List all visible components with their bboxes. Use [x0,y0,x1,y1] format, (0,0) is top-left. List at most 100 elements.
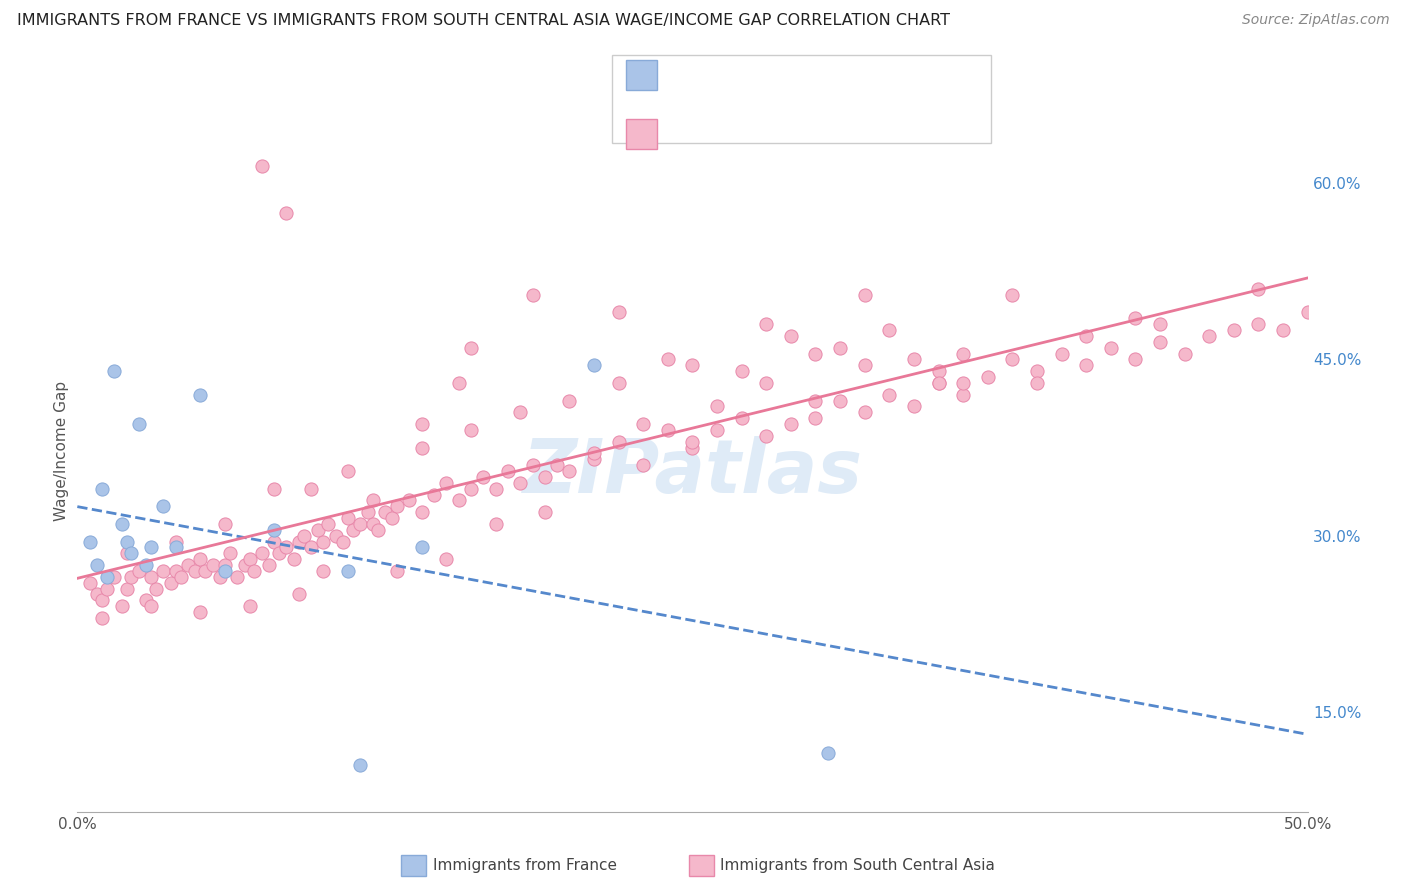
Point [830,393,852,408]
Point [283,552,305,566]
Point [583,359,606,373]
Point [141,570,163,584]
Point [731,364,754,378]
Point [263,482,285,496]
Point [460,423,482,437]
Point [111,599,132,614]
Point [79,575,101,590]
Point [607,305,630,319]
Point [90,482,114,496]
Text: Immigrants from South Central Asia: Immigrants from South Central Asia [720,858,995,872]
Point [239,599,262,614]
Point [423,487,446,501]
Point [928,376,950,390]
Point [115,534,138,549]
Point [1125,311,1147,326]
Point [103,364,125,378]
Point [509,475,531,490]
Point [201,558,224,572]
Point [472,470,495,484]
Point [830,341,852,355]
Point [115,582,138,596]
Text: N =: N = [799,125,838,143]
Point [1026,364,1049,378]
Point [233,558,256,572]
Point [214,516,236,531]
Point [755,429,778,443]
Point [288,534,311,549]
Point [128,564,150,578]
Point [342,523,364,537]
Text: ZIPatlas: ZIPatlas [523,435,862,508]
Point [115,546,138,560]
Point [804,393,827,408]
Point [226,570,249,584]
Point [292,528,315,542]
Point [263,523,285,537]
Point [1223,323,1246,337]
Point [731,411,754,425]
Point [86,558,108,572]
Point [276,205,298,219]
Point [903,352,925,367]
Point [1125,352,1147,367]
Point [436,475,458,490]
Point [522,458,544,472]
Text: 0.385: 0.385 [711,125,763,143]
Point [121,570,143,584]
Point [853,405,876,419]
Point [141,541,163,555]
Point [250,546,273,560]
Point [682,441,704,455]
Point [209,570,232,584]
Point [194,564,217,578]
Point [1174,346,1197,360]
Point [1247,282,1270,296]
Point [607,376,630,390]
Point [879,323,901,337]
Point [318,516,340,531]
Point [977,370,1000,384]
Point [337,564,360,578]
Point [243,564,266,578]
Text: Immigrants from France: Immigrants from France [433,858,617,872]
Point [447,376,470,390]
Point [374,505,396,519]
Point [952,346,974,360]
Point [853,287,876,301]
Point [1026,376,1049,390]
Point [558,464,581,478]
Point [583,452,606,467]
Point [111,516,132,531]
Point [177,558,200,572]
Point [460,341,482,355]
Point [170,570,193,584]
Point [361,493,384,508]
Point [657,352,679,367]
Point [411,505,433,519]
Point [263,534,285,549]
Point [152,500,174,514]
Point [546,458,568,472]
Point [299,541,322,555]
Point [558,393,581,408]
Text: N =: N = [799,66,838,84]
Point [357,505,380,519]
Point [1050,346,1073,360]
Point [460,482,482,496]
Point [160,575,183,590]
Point [349,757,371,772]
Point [269,546,291,560]
Point [165,564,187,578]
Point [1149,317,1171,331]
Point [522,287,544,301]
Point [135,558,157,572]
Point [496,464,519,478]
Point [952,387,974,401]
Point [928,364,950,378]
Point [219,546,242,560]
Point [145,582,167,596]
Point [128,417,150,431]
Point [879,387,901,401]
Point [250,159,273,173]
